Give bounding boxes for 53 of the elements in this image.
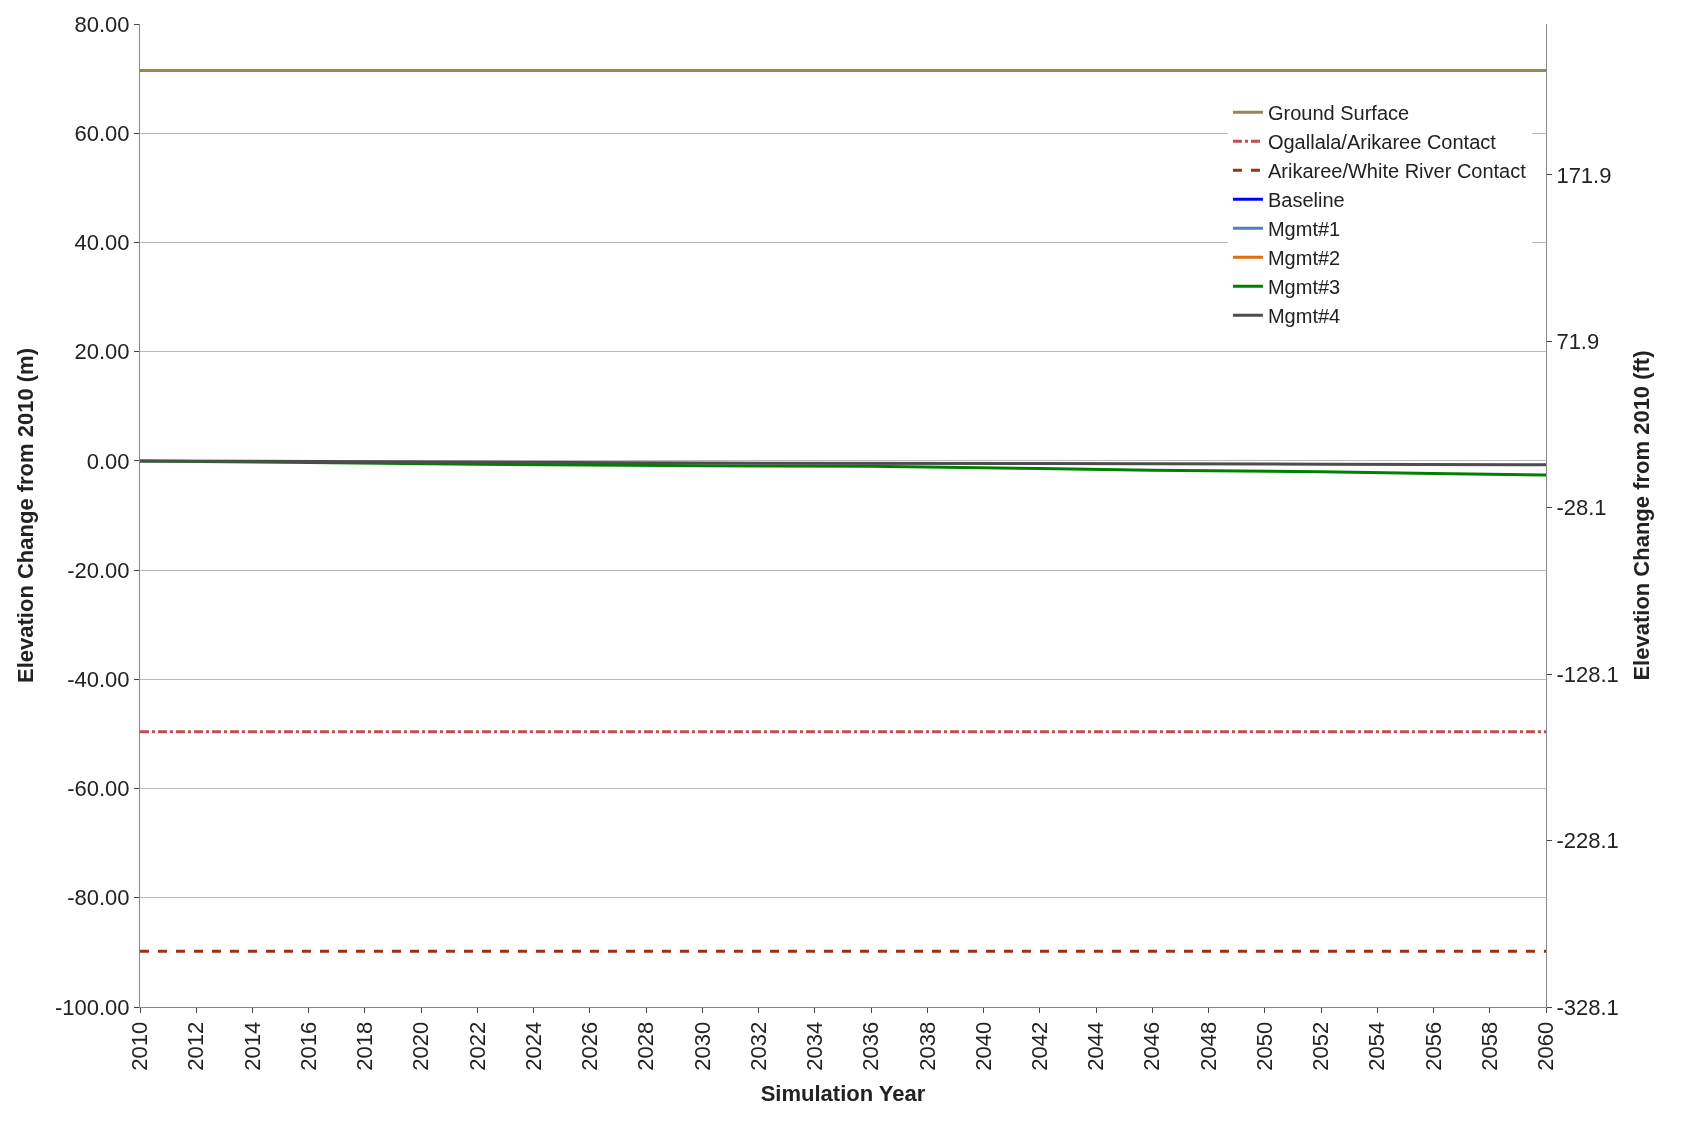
x-tick-label: 2026 bbox=[577, 1021, 603, 1071]
x-tick-label: 2012 bbox=[183, 1021, 209, 1071]
x-tick-label: 2052 bbox=[1308, 1021, 1334, 1071]
x-tick-label: 2060 bbox=[1533, 1021, 1559, 1071]
x-tick-label: 2054 bbox=[1364, 1021, 1390, 1071]
legend-label: Arikaree/White River Contact bbox=[1267, 160, 1527, 183]
x-tick-label: 2024 bbox=[520, 1021, 546, 1071]
y-tick-label: -80.00 bbox=[67, 885, 130, 911]
x-tick-label: 2058 bbox=[1476, 1021, 1502, 1071]
x-axis-title: Simulation Year bbox=[760, 1080, 926, 1106]
y-tick-label: 60.00 bbox=[74, 120, 130, 146]
y2-tick-label: -28.1 bbox=[1556, 495, 1607, 521]
y-tick-label: 20.00 bbox=[74, 339, 130, 365]
legend-label: Mgmt#2 bbox=[1267, 247, 1341, 270]
y2-tick-label: 71.9 bbox=[1556, 328, 1600, 354]
y2-tick-label: 171.9 bbox=[1556, 162, 1612, 188]
y-tick-label: -20.00 bbox=[67, 557, 130, 583]
y-tick-label: -100.00 bbox=[54, 994, 130, 1020]
x-tick-label: 2050 bbox=[1251, 1021, 1277, 1071]
y-tick-label: -60.00 bbox=[67, 776, 130, 802]
x-tick-label: 2030 bbox=[689, 1021, 715, 1071]
x-tick-label: 2032 bbox=[745, 1021, 771, 1071]
legend-label: Mgmt#4 bbox=[1267, 305, 1341, 328]
x-tick-label: 2034 bbox=[802, 1021, 828, 1071]
legend-label: Ogallala/Arikaree Contact bbox=[1267, 131, 1497, 154]
y2-tick-label: -328.1 bbox=[1556, 994, 1619, 1020]
x-tick-label: 2016 bbox=[295, 1021, 321, 1071]
x-tick-label: 2018 bbox=[352, 1021, 378, 1071]
x-tick-label: 2048 bbox=[1195, 1021, 1221, 1071]
x-tick-label: 2042 bbox=[1026, 1021, 1052, 1071]
legend-label: Mgmt#3 bbox=[1267, 276, 1341, 299]
x-tick-label: 2014 bbox=[239, 1021, 265, 1071]
y-tick-label: 0.00 bbox=[86, 448, 130, 474]
x-tick-label: 2038 bbox=[914, 1021, 940, 1071]
x-tick-label: 2010 bbox=[127, 1021, 153, 1071]
x-tick-label: 2020 bbox=[408, 1021, 434, 1071]
x-tick-label: 2036 bbox=[858, 1021, 884, 1071]
legend-label: Baseline bbox=[1267, 189, 1345, 212]
x-tick-label: 2046 bbox=[1139, 1021, 1165, 1071]
legend-label: Ground Surface bbox=[1267, 102, 1410, 125]
y2-axis-title: Elevation Change from 2010 (ft) bbox=[1628, 350, 1654, 681]
y-tick-label: -40.00 bbox=[67, 667, 130, 693]
legend-label: Mgmt#1 bbox=[1267, 218, 1341, 241]
y2-tick-label: -128.1 bbox=[1556, 661, 1619, 687]
x-tick-label: 2028 bbox=[633, 1021, 659, 1071]
x-tick-label: 2056 bbox=[1420, 1021, 1446, 1071]
y-tick-label: 80.00 bbox=[74, 11, 130, 37]
y-tick-label: 40.00 bbox=[74, 230, 130, 256]
x-tick-label: 2044 bbox=[1083, 1021, 1109, 1071]
x-tick-label: 2040 bbox=[970, 1021, 996, 1071]
y2-tick-label: -228.1 bbox=[1556, 828, 1619, 854]
x-tick-label: 2022 bbox=[464, 1021, 490, 1071]
y-axis-title: Elevation Change from 2010 (m) bbox=[12, 348, 38, 683]
